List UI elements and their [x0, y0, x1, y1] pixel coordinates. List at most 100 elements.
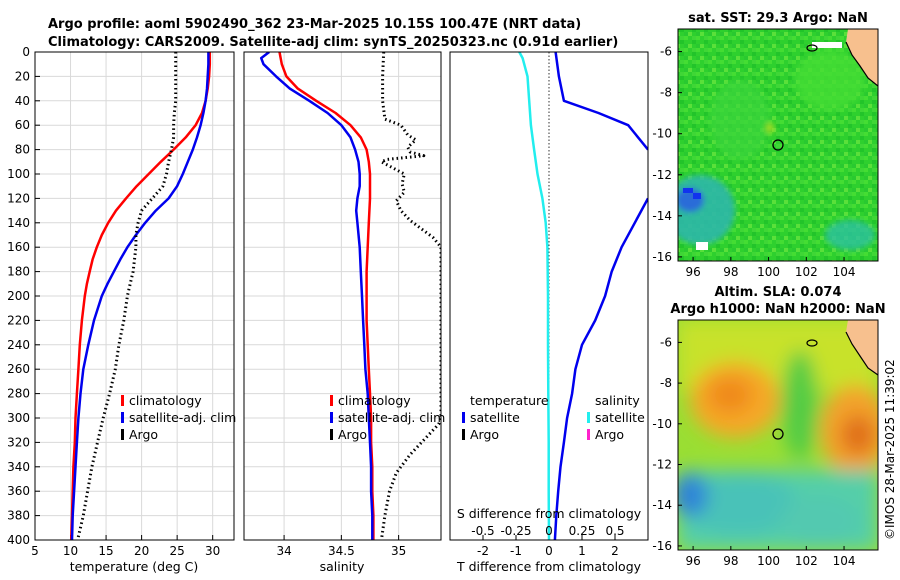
x-tick-label: 34.5	[328, 544, 355, 558]
x-tick-label: 10	[63, 544, 78, 558]
legend-label-climatology: climatology	[129, 393, 202, 408]
legend-marker-climatology	[330, 395, 333, 406]
map-y-tick-label: -10	[652, 127, 672, 141]
depth-tick-label: 220	[7, 313, 30, 327]
map-y-tick-label: -10	[652, 417, 672, 431]
depth-tick-label: 20	[15, 69, 30, 83]
map-y-tick-label: -12	[652, 458, 672, 472]
map-y-tick-label: -14	[652, 498, 672, 512]
sst-island	[806, 44, 818, 52]
series-line-satellite-adj-clim	[259, 52, 374, 540]
sla-island	[806, 339, 818, 347]
legend-label-temp-satellite: satellite	[470, 410, 520, 425]
depth-tick-label: 80	[15, 143, 30, 157]
difference-lines	[518, 52, 648, 540]
x-tick-label: -2	[477, 544, 489, 558]
series-line-climatology	[69, 52, 212, 540]
map-y-tick-label: -16	[652, 250, 672, 264]
depth-axis: 0 20 40 60 80 100 120 140 160 180 200 220 240 260 280 3…	[7, 45, 40, 547]
legend-marker-satellite	[121, 412, 124, 423]
legend-label-argo: Argo	[129, 427, 158, 442]
temperature-frame	[34, 51, 235, 541]
sla-coastline	[845, 331, 878, 376]
sst-ticks: 96 98 100 102 104 -6 -8 -10 -12 -14 -16	[652, 45, 855, 279]
series-line-argo	[76, 52, 178, 540]
temperature-panel: 0 20 40 60 80 100 120 140 160 180 200 220 240 260 280 3…	[7, 45, 236, 574]
s-diff-tick-label: 0.5	[605, 524, 624, 538]
s-diff-tick-label: 0.25	[569, 524, 596, 538]
series-line-climatology	[278, 52, 375, 540]
series-line-temperature-satellite	[554, 52, 648, 151]
sst-missing-pixel	[696, 242, 708, 250]
depth-tick-label: 360	[7, 484, 30, 498]
depth-tick-label: 0	[22, 45, 30, 59]
sla-land	[846, 320, 878, 375]
map-x-tick-label: 104	[833, 265, 856, 279]
x-tick-label: 34	[276, 544, 291, 558]
depth-tick-label: 260	[7, 362, 30, 376]
map-x-tick-label: 102	[795, 554, 818, 568]
map-y-tick-label: -12	[652, 168, 672, 182]
difference-xlabel-top: S difference from climatology	[457, 506, 642, 521]
sst-cold-pixel	[683, 188, 693, 193]
imos-timestamp: ©IMOS 28-Mar-2025 11:39:02	[883, 359, 897, 540]
map-y-tick-label: -6	[660, 45, 672, 59]
legend-header-salinity: salinity	[595, 393, 640, 408]
salinity-lines	[259, 52, 441, 540]
sla-field	[678, 320, 878, 550]
depth-tick-label: 380	[7, 509, 30, 523]
map-x-tick-label: 96	[685, 265, 700, 279]
map-x-tick-label: 98	[723, 265, 738, 279]
sla-map: Altim. SLA: 0.074 Argo h1000: NaN h2000:…	[652, 285, 885, 568]
difference-legend: temperature satellite Argo salinity sate…	[462, 393, 645, 442]
sla-map-title-2: Argo h1000: NaN h2000: NaN	[670, 302, 885, 317]
depth-tick-label: 280	[7, 387, 30, 401]
s-diff-tick-label: -0.5	[471, 524, 494, 538]
depth-tick-label: 400	[7, 533, 30, 547]
sla-map-title-1: Altim. SLA: 0.074	[715, 285, 842, 300]
legend-label-climatology: climatology	[338, 393, 411, 408]
sst-argo-position	[772, 139, 784, 151]
s-diff-tick-label: 0	[545, 524, 553, 538]
series-line-satellite-adj-clim	[70, 52, 210, 540]
difference-xlabel: T difference from climatology	[456, 559, 642, 574]
salinity-frame	[243, 51, 442, 541]
map-x-tick-label: 104	[833, 554, 856, 568]
legend-marker-satellite	[330, 412, 333, 423]
depth-tick-label: 180	[7, 265, 30, 279]
legend-marker-sal-argo	[587, 429, 590, 440]
x-tick-label: 0	[545, 544, 553, 558]
salinity-xlabel: salinity	[320, 559, 365, 574]
map-y-tick-label: -16	[652, 539, 672, 553]
depth-tick-label: 240	[7, 338, 30, 352]
depth-tick-label: 320	[7, 435, 30, 449]
sst-coastline	[845, 41, 878, 87]
temperature-x-ticks: 5 10 15 20 25 30	[31, 535, 220, 558]
map-x-tick-label: 100	[757, 554, 780, 568]
legend-marker-argo	[330, 429, 333, 440]
sst-map-title: sat. SST: 29.3 Argo: NaN	[688, 11, 868, 26]
legend-marker-argo	[121, 429, 124, 440]
map-y-tick-label: -14	[652, 209, 672, 223]
title-line-1: Argo profile: aoml 5902490_362 23-Mar-20…	[48, 17, 581, 32]
depth-tick-label: 140	[7, 216, 30, 230]
x-tick-label: 25	[170, 544, 185, 558]
temperature-legend: climatology satellite-adj. clim Argo	[121, 393, 236, 442]
x-tick-label: 1	[578, 544, 586, 558]
sst-field	[678, 29, 878, 261]
legend-label-sal-argo: Argo	[595, 427, 624, 442]
map-x-tick-label: 98	[723, 554, 738, 568]
sla-ticks: 96 98 100 102 104 -6 -8 -10 -12 -14 -16	[652, 335, 855, 568]
sst-map: sat. SST: 29.3 Argo: NaN 96 98 100 102 104 -6…	[652, 11, 879, 279]
sst-cold-pixel	[693, 193, 701, 199]
salinity-panel: 34 34.5 35 salinity climatology satellite-…	[243, 51, 445, 574]
difference-frame	[449, 51, 649, 541]
legend-marker-sal-satellite	[587, 412, 590, 423]
depth-tick-label: 160	[7, 240, 30, 254]
legend-header-temperature: temperature	[470, 393, 549, 408]
temperature-lines	[69, 52, 212, 540]
x-tick-label: 15	[98, 544, 113, 558]
depth-tick-label: 340	[7, 460, 30, 474]
series-line-temperature-satellite-lower-	[553, 197, 648, 540]
